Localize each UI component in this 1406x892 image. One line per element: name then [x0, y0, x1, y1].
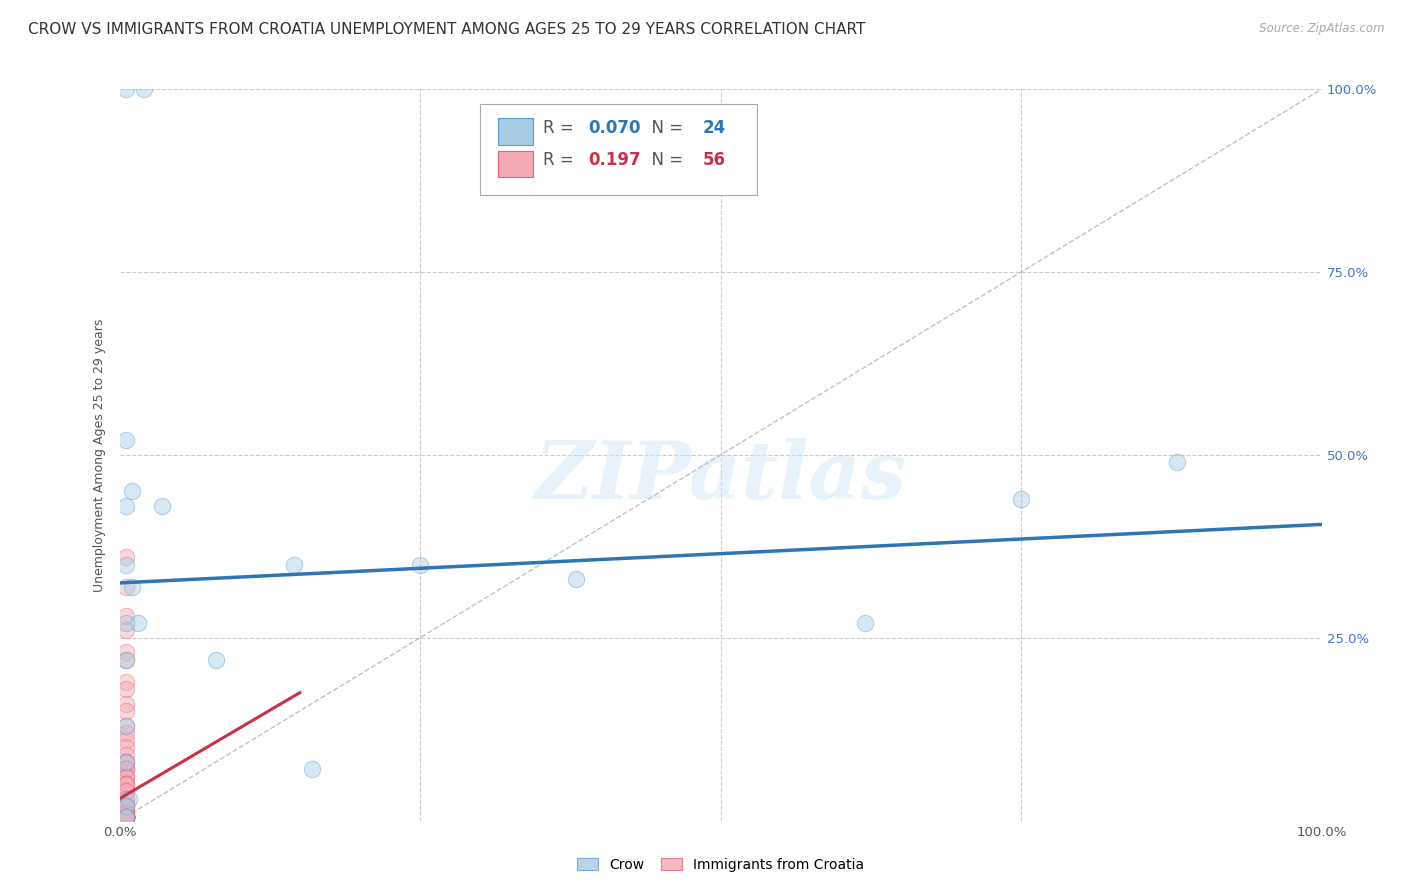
Point [132, 82, 155, 96]
Point [565, 572, 588, 586]
Text: R =: R = [543, 119, 579, 137]
Point [114, 763, 136, 777]
Point [114, 733, 136, 747]
Point [114, 558, 136, 572]
Point [114, 777, 136, 791]
Point [114, 434, 136, 448]
Point [114, 726, 136, 740]
Point [114, 791, 136, 805]
Point [114, 810, 136, 824]
Point [114, 674, 136, 689]
Point [114, 616, 136, 631]
Point [1010, 491, 1032, 506]
Point [114, 580, 136, 594]
Point [114, 718, 136, 732]
Point [114, 799, 136, 814]
Point [114, 777, 136, 791]
Point [283, 558, 305, 572]
Point [114, 806, 136, 821]
Point [114, 810, 136, 824]
Point [114, 624, 136, 638]
Point [114, 810, 136, 824]
Point [301, 763, 323, 777]
Point [114, 810, 136, 824]
Y-axis label: Unemployment Among Ages 25 to 29 years: Unemployment Among Ages 25 to 29 years [93, 318, 107, 591]
Text: Source: ZipAtlas.com: Source: ZipAtlas.com [1260, 22, 1385, 36]
Point [127, 616, 149, 631]
Point [114, 810, 136, 824]
Point [114, 784, 136, 798]
Text: ZIPatlas: ZIPatlas [534, 438, 907, 516]
Point [114, 763, 136, 777]
FancyBboxPatch shape [498, 151, 533, 177]
Point [114, 763, 136, 777]
Point [114, 810, 136, 824]
Point [114, 681, 136, 696]
Point [114, 799, 136, 814]
Point [114, 777, 136, 791]
Point [114, 653, 136, 667]
Point [121, 580, 143, 594]
Point [114, 810, 136, 824]
Point [114, 755, 136, 769]
Point [114, 697, 136, 711]
Point [150, 499, 173, 513]
Point [1166, 455, 1188, 469]
Point [114, 810, 136, 824]
Point [114, 810, 136, 824]
FancyBboxPatch shape [479, 103, 756, 195]
Text: N =: N = [641, 151, 689, 169]
Point [114, 810, 136, 824]
Point [114, 810, 136, 824]
Point [114, 810, 136, 824]
Point [114, 806, 136, 821]
Point [114, 810, 136, 824]
Point [114, 770, 136, 784]
Point [409, 558, 432, 572]
Point [114, 806, 136, 821]
Point [114, 799, 136, 814]
Point [114, 810, 136, 824]
Text: 56: 56 [703, 151, 725, 169]
Point [114, 810, 136, 824]
Text: 24: 24 [703, 119, 725, 137]
Point [114, 810, 136, 824]
Point [114, 82, 136, 96]
Point [114, 740, 136, 755]
Text: R =: R = [543, 151, 579, 169]
Point [114, 810, 136, 824]
Point [114, 799, 136, 814]
Point [114, 810, 136, 824]
Point [114, 791, 136, 805]
Point [114, 704, 136, 718]
Point [114, 550, 136, 565]
Legend: Crow, Immigrants from Croatia: Crow, Immigrants from Croatia [574, 854, 868, 876]
Point [114, 810, 136, 824]
Text: 0.197: 0.197 [588, 151, 641, 169]
Point [114, 747, 136, 762]
Point [114, 645, 136, 659]
Text: 0.070: 0.070 [588, 119, 641, 137]
Point [114, 608, 136, 623]
Point [118, 791, 141, 805]
Point [114, 770, 136, 784]
Point [114, 755, 136, 769]
Point [114, 810, 136, 824]
Point [853, 616, 876, 631]
FancyBboxPatch shape [498, 119, 533, 145]
Text: CROW VS IMMIGRANTS FROM CROATIA UNEMPLOYMENT AMONG AGES 25 TO 29 YEARS CORRELATI: CROW VS IMMIGRANTS FROM CROATIA UNEMPLOY… [28, 22, 866, 37]
Point [204, 653, 226, 667]
Point [114, 810, 136, 824]
Point [114, 499, 136, 513]
Point [114, 755, 136, 769]
Point [114, 784, 136, 798]
Point [114, 810, 136, 824]
Point [121, 484, 143, 499]
Text: N =: N = [641, 119, 689, 137]
Point [114, 653, 136, 667]
Point [114, 718, 136, 732]
